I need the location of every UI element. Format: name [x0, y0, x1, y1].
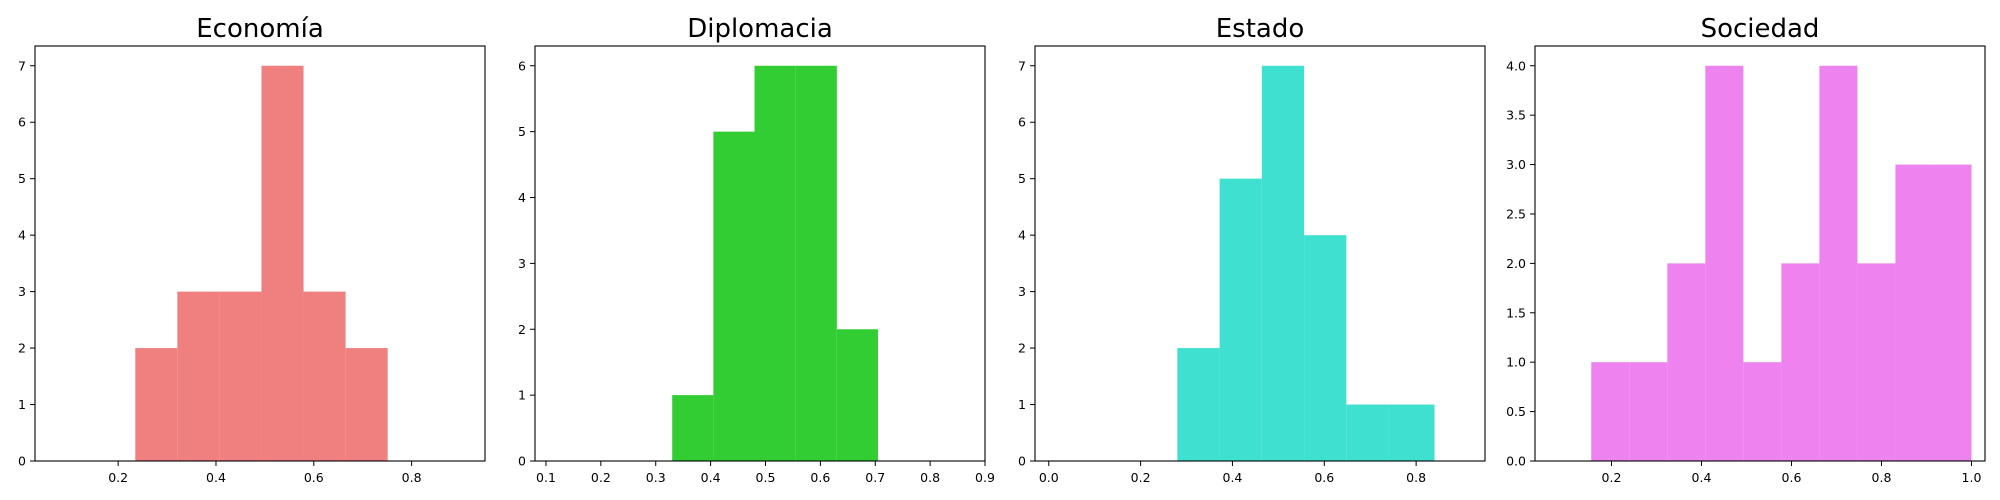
y-tick-label: 7 — [18, 58, 26, 73]
histogram-bar — [1743, 362, 1782, 461]
panel-estado: Estado 0.0 0.2 0.4 0.6 0.8 0 1 2 3 4 5 6 7 — [1018, 14, 1486, 485]
y-tick-label: 1.5 — [1506, 305, 1526, 320]
histogram-bar — [1705, 65, 1744, 461]
panel-economia: Economía 0.2 0.4 0.6 0.8 0 1 2 3 4 5 6 7 — [18, 14, 486, 485]
y-tick-label: 5 — [518, 124, 526, 139]
x-tick-label: 0.4 — [206, 470, 226, 485]
histogram-bar — [1177, 348, 1220, 461]
x-tick-label: 0.2 — [108, 470, 128, 485]
x-tick-label: 0.3 — [646, 470, 666, 485]
histogram-bar — [135, 348, 178, 461]
x-tick-label: 0.0 — [1039, 470, 1059, 485]
axes-frame — [534, 45, 986, 462]
axes-frame — [34, 45, 486, 462]
x-tick-label: 0.4 — [1692, 470, 1712, 485]
x-tick-label: 0.1 — [536, 470, 556, 485]
y-tick-label: 3.0 — [1506, 157, 1526, 172]
histogram-bar — [1219, 178, 1262, 461]
histogram-bar — [1304, 235, 1347, 461]
histogram-bar — [1895, 164, 1934, 462]
y-tick-label: 0 — [1018, 454, 1026, 469]
x-tick-label: 0.7 — [865, 470, 885, 485]
histogram-bar — [1819, 65, 1858, 461]
histogram-bar — [345, 348, 388, 461]
y-tick-label: 4 — [18, 228, 26, 243]
x-tick-label: 0.2 — [1602, 470, 1622, 485]
x-tick-label: 0.6 — [810, 470, 830, 485]
y-tick-label: 2.0 — [1506, 256, 1526, 271]
x-tick-label: 1.0 — [1962, 470, 1982, 485]
histogram-bar — [836, 329, 878, 461]
axes-frame — [1034, 45, 1486, 462]
histogram-bar — [1388, 404, 1435, 461]
histogram-bar — [672, 395, 714, 461]
y-tick-label: 3.5 — [1506, 108, 1526, 123]
x-tick-label: 0.2 — [1131, 470, 1151, 485]
histogram-bar — [1933, 164, 1972, 462]
histogram-bar — [1667, 263, 1706, 461]
y-tick-label: 6 — [518, 58, 526, 73]
histogram-bar — [795, 65, 837, 461]
y-tick-label: 7 — [1018, 58, 1026, 73]
x-tick-label: 0.4 — [701, 470, 721, 485]
axes-frame — [1534, 45, 1986, 462]
histogram-bar — [713, 131, 755, 461]
x-tick-label: 0.6 — [1782, 470, 1802, 485]
histogram-bar — [1857, 263, 1896, 461]
y-tick-label: 2.5 — [1506, 206, 1526, 221]
y-tick-label: 5 — [1018, 171, 1026, 186]
panel-title: Diplomacia — [687, 14, 833, 44]
y-tick-label: 1 — [1018, 397, 1026, 412]
histogram-bar — [1261, 65, 1305, 461]
y-tick-label: 4 — [1018, 228, 1026, 243]
x-tick-label: 0.8 — [402, 470, 422, 485]
y-tick-label: 6 — [1018, 115, 1026, 130]
x-tick-label: 0.9 — [975, 470, 995, 485]
y-tick-label: 6 — [18, 115, 26, 130]
y-tick-label: 0.0 — [1506, 454, 1526, 469]
x-tick-label: 0.6 — [1314, 470, 1334, 485]
y-tick-label: 5 — [18, 171, 26, 186]
y-tick-label: 4 — [518, 190, 526, 205]
x-tick-label: 0.8 — [1406, 470, 1426, 485]
panel-title: Estado — [1216, 14, 1305, 44]
histogram-bar — [1629, 362, 1668, 461]
x-tick-label: 0.2 — [591, 470, 611, 485]
y-tick-label: 1 — [518, 388, 526, 403]
histogram-bar — [1781, 263, 1820, 461]
histogram-bar — [261, 65, 304, 461]
y-tick-label: 3 — [18, 284, 26, 299]
y-tick-label: 1 — [18, 397, 26, 412]
x-tick-label: 0.8 — [920, 470, 940, 485]
histogram-bar — [1591, 362, 1630, 461]
y-tick-label: 3 — [518, 256, 526, 271]
y-tick-label: 0.5 — [1506, 404, 1526, 419]
x-tick-label: 0.4 — [1223, 470, 1243, 485]
x-tick-label: 0.8 — [1872, 470, 1892, 485]
panel-diplomacia: Diplomacia 0.1 0.2 0.3 0.4 0.5 0.6 0.7 0.8 0.9 0 1… — [518, 14, 995, 485]
panel-title: Economía — [196, 14, 324, 44]
y-tick-label: 4.0 — [1506, 58, 1526, 73]
histogram-bar — [219, 291, 262, 461]
y-tick-label: 0 — [518, 454, 526, 469]
y-tick-label: 2 — [1018, 341, 1026, 356]
y-tick-label: 2 — [518, 322, 526, 337]
panel-sociedad: Sociedad 0.2 0.4 0.6 0.8 1.0 0.0 0.5 1.0 1.5 2.0 2… — [1506, 14, 1986, 485]
x-tick-label: 0.5 — [756, 470, 776, 485]
y-tick-label: 2 — [18, 341, 26, 356]
y-tick-label: 3 — [1018, 284, 1026, 299]
histogram-bar — [1346, 404, 1389, 461]
y-tick-label: 0 — [18, 454, 26, 469]
x-tick-label: 0.6 — [304, 470, 324, 485]
panel-title: Sociedad — [1701, 14, 1820, 44]
histogram-bar — [177, 291, 220, 461]
histogram-bar — [754, 65, 796, 461]
histogram-bar — [303, 291, 346, 461]
y-tick-label: 1.0 — [1506, 355, 1526, 370]
